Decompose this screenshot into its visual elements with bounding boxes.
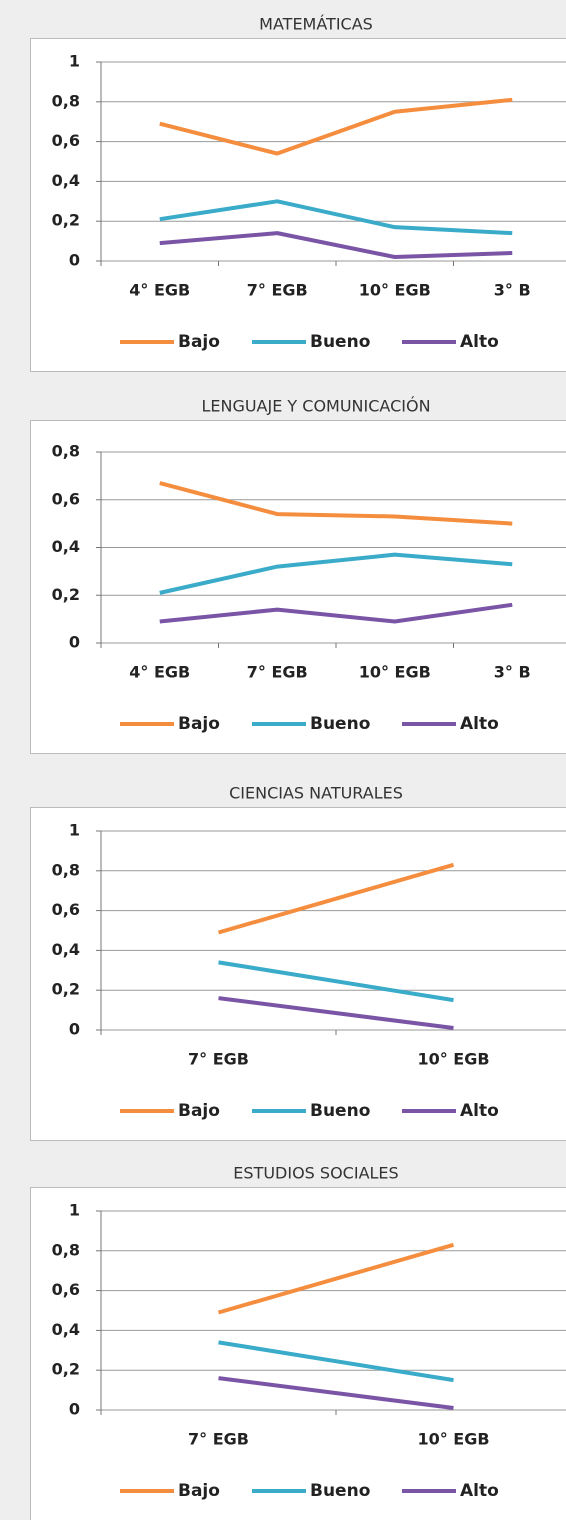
y-tick-label: 0,2 bbox=[52, 585, 80, 604]
line-series bbox=[159, 552, 513, 595]
legend-label: Alto bbox=[460, 714, 499, 734]
y-tick-label: 0,6 bbox=[52, 900, 80, 919]
line-series bbox=[218, 960, 454, 1003]
legend-label: Bajo bbox=[178, 714, 220, 734]
legend-label: Bueno bbox=[310, 1101, 370, 1121]
legend-label: Bajo bbox=[178, 1481, 220, 1501]
legend-label: Bueno bbox=[310, 714, 370, 734]
y-tick-label: 0,6 bbox=[52, 1280, 80, 1299]
x-tick-label: 3° B bbox=[494, 281, 531, 300]
chart-title: ESTUDIOS SOCIALES bbox=[233, 1164, 398, 1183]
y-tick-label: 0,4 bbox=[52, 171, 80, 190]
line-series bbox=[159, 199, 513, 236]
line-series bbox=[218, 1340, 454, 1383]
chart-title: MATEMÁTICAS bbox=[259, 15, 373, 34]
x-tick-label: 10° EGB bbox=[359, 281, 431, 300]
panel-box bbox=[30, 420, 566, 754]
line-series bbox=[159, 97, 513, 156]
y-tick-label: 1 bbox=[69, 1201, 80, 1220]
line-series bbox=[217, 862, 455, 935]
legend-label: Alto bbox=[460, 1481, 499, 1501]
y-tick-label: 0,4 bbox=[52, 940, 80, 959]
chart-title: CIENCIAS NATURALES bbox=[229, 784, 403, 803]
y-tick-label: 0 bbox=[69, 1020, 80, 1039]
y-tick-label: 0,4 bbox=[52, 537, 80, 556]
y-tick-label: 1 bbox=[69, 52, 80, 71]
line-series bbox=[218, 996, 454, 1030]
line-series bbox=[159, 602, 513, 624]
x-tick-label: 7° EGB bbox=[247, 663, 308, 682]
legend-label: Alto bbox=[460, 332, 499, 352]
x-tick-label: 7° EGB bbox=[188, 1430, 249, 1449]
y-tick-label: 0,2 bbox=[52, 211, 80, 230]
y-tick-label: 0 bbox=[69, 1400, 80, 1419]
y-tick-label: 0,8 bbox=[52, 860, 80, 879]
legend-label: Bueno bbox=[310, 1481, 370, 1501]
line-series bbox=[218, 1376, 454, 1410]
line-series bbox=[159, 481, 513, 526]
x-tick-label: 10° EGB bbox=[417, 1430, 489, 1449]
y-tick-label: 0,8 bbox=[52, 442, 80, 461]
legend-label: Bajo bbox=[178, 1101, 220, 1121]
y-tick-label: 0,6 bbox=[52, 131, 80, 150]
line-series bbox=[217, 1242, 455, 1315]
x-tick-label: 7° EGB bbox=[247, 281, 308, 300]
y-tick-label: 0,8 bbox=[52, 91, 80, 110]
y-tick-label: 0,8 bbox=[52, 1240, 80, 1259]
x-tick-label: 4° EGB bbox=[129, 281, 190, 300]
legend-label: Bueno bbox=[310, 332, 370, 352]
x-tick-label: 10° EGB bbox=[359, 663, 431, 682]
y-tick-label: 1 bbox=[69, 821, 80, 840]
legend-label: Bajo bbox=[178, 332, 220, 352]
x-tick-label: 10° EGB bbox=[417, 1050, 489, 1069]
y-tick-label: 0,2 bbox=[52, 980, 80, 999]
y-tick-label: 0 bbox=[69, 251, 80, 270]
legend-label: Alto bbox=[460, 1101, 499, 1121]
line-series bbox=[159, 231, 513, 260]
x-tick-label: 4° EGB bbox=[129, 663, 190, 682]
chart-title: LENGUAJE Y COMUNICACIÓN bbox=[201, 397, 430, 416]
y-tick-label: 0,4 bbox=[52, 1320, 80, 1339]
x-tick-label: 3° B bbox=[494, 663, 531, 682]
x-tick-label: 7° EGB bbox=[188, 1050, 249, 1069]
y-tick-label: 0,6 bbox=[52, 489, 80, 508]
y-tick-label: 0,2 bbox=[52, 1360, 80, 1379]
y-tick-label: 0 bbox=[69, 633, 80, 652]
